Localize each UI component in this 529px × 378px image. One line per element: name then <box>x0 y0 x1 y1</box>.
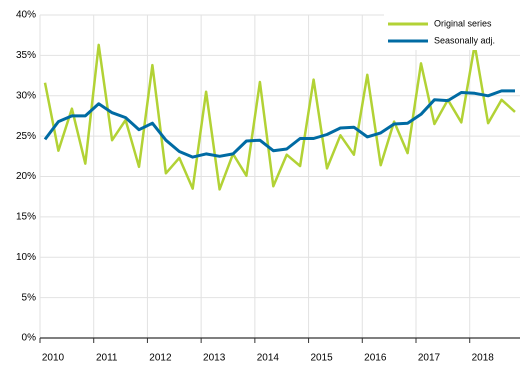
x-tick-label: 2012 <box>149 353 172 364</box>
x-tick-label: 2018 <box>472 353 495 364</box>
x-tick-label: 2016 <box>364 353 387 364</box>
y-tick-label: 15% <box>16 212 36 223</box>
legend-label: Original series <box>434 18 492 28</box>
y-tick-label: 5% <box>22 292 37 303</box>
y-tick-label: 30% <box>16 90 36 101</box>
y-tick-label: 0% <box>22 333 37 344</box>
y-tick-label: 25% <box>16 131 36 142</box>
legend-label: Seasonally adj. <box>434 35 495 45</box>
x-tick-label: 2015 <box>310 353 333 364</box>
y-tick-label: 20% <box>16 171 36 182</box>
line-series <box>43 89 515 159</box>
x-tick-label: 2013 <box>203 353 226 364</box>
x-tick-label: 2011 <box>96 353 118 364</box>
y-tick-label: 40% <box>16 10 36 21</box>
legend-box <box>384 14 520 50</box>
line-series <box>43 43 516 191</box>
x-tick-label: 2017 <box>418 353 441 364</box>
x-tick-label: 2014 <box>257 353 280 364</box>
x-tick-label: 2010 <box>42 353 65 364</box>
y-tick-label: 10% <box>16 252 36 263</box>
y-tick-label: 35% <box>16 50 36 61</box>
